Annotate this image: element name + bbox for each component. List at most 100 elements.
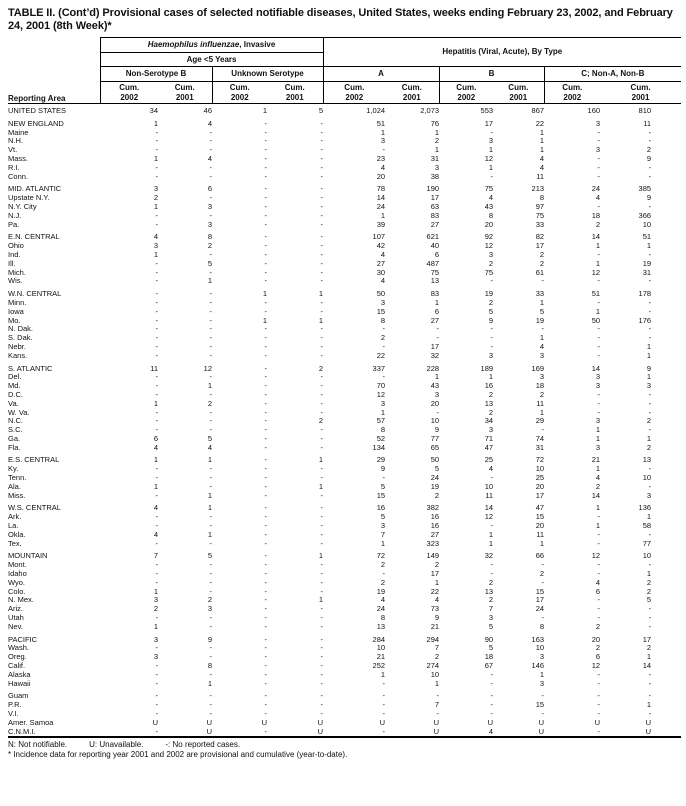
value-cell: 4 (380, 277, 386, 286)
value-cell: - (648, 298, 652, 307)
value-cell: - (490, 679, 494, 688)
value-cell: 10 (535, 644, 545, 653)
value-cell: 2 (380, 578, 386, 587)
value-cell: - (320, 570, 324, 579)
reporting-area-cell: W.S. CENTRAL (8, 504, 61, 513)
value-cell: 76 (430, 119, 440, 128)
value-cell: - (264, 552, 268, 561)
value-cell: - (490, 670, 494, 679)
value-cell: 2 (539, 250, 545, 259)
value-cell: - (320, 390, 324, 399)
value-cell: 75 (430, 268, 440, 277)
value-cell: - (648, 614, 652, 623)
value-cell: - (320, 539, 324, 548)
haemophilus-rest-label: , Invasive (239, 40, 276, 50)
value-cell: 1 (539, 670, 545, 679)
value-cell: - (648, 137, 652, 146)
value-cell: - (264, 325, 268, 334)
value-cell: - (320, 465, 324, 474)
value-cell: 4 (380, 163, 386, 172)
table-row: Miss. - 1 - - 15 2 11 17 14 3 (8, 492, 681, 501)
value-cell: - (264, 530, 268, 539)
value-cell: 9 (646, 194, 652, 203)
value-cell: 1 (488, 539, 494, 548)
value-cell: - (320, 154, 324, 163)
value-cell: - (320, 382, 324, 391)
value-cell: 20 (430, 399, 440, 408)
reporting-area-cell: S. ATLANTIC (8, 364, 53, 373)
reporting-area-cell: S. Dak. (8, 334, 33, 343)
value-cell: 12 (484, 154, 494, 163)
table-row: N. Mex. 3 2 - 1 4 4 2 17 - 5 (8, 596, 681, 605)
value-cell: 1 (488, 146, 494, 155)
value-cell: 4 (488, 727, 494, 736)
value-cell: - (648, 334, 652, 343)
value-cell: - (209, 482, 213, 491)
value-cell: 10 (484, 482, 494, 491)
value-cell: - (320, 434, 324, 443)
value-cell: - (209, 137, 213, 146)
value-cell: 3 (539, 679, 545, 688)
value-cell: - (264, 504, 268, 513)
col-group-hepatitis-a: A (323, 66, 440, 82)
value-cell: - (264, 443, 268, 452)
value-cell: - (597, 202, 601, 211)
value-cell: 2 (646, 587, 652, 596)
value-cell: 19 (376, 587, 386, 596)
table-row: Mont. - - - - 2 2 - - - - (8, 561, 681, 570)
value-cell: 19 (642, 259, 652, 268)
table-row: Mich. - - - - 30 75 75 61 12 31 (8, 269, 681, 278)
cum-2001-header: Cum. 2001 (493, 81, 545, 104)
value-cell: - (264, 277, 268, 286)
value-cell: - (264, 570, 268, 579)
value-cell: 4 (153, 530, 158, 539)
page-title: TABLE II. (Cont’d) Provisional cases of … (8, 7, 673, 32)
value-cell: - (264, 456, 268, 465)
value-cell: - (320, 622, 324, 631)
value-cell: 14 (591, 233, 601, 242)
hepatitis-header: Hepatitis (Viral, Acute), By Type (323, 37, 682, 67)
value-cell: - (209, 307, 213, 316)
table-body: UNITED STATES 34 46 1 5 1,024 2,073 553 867 160 81… (8, 104, 681, 738)
table-row: Mass. 1 4 - - 23 31 12 4 - 9 (8, 155, 681, 164)
value-cell: - (209, 373, 213, 382)
value-cell: 4 (595, 578, 601, 587)
value-cell: 17 (430, 570, 440, 579)
value-cell: 2 (153, 605, 158, 614)
value-cell: 1 (153, 456, 158, 465)
value-cell: 8 (539, 194, 545, 203)
value-cell: 75 (535, 211, 545, 220)
value-cell: - (490, 710, 494, 718)
value-cell: - (382, 727, 386, 736)
value-cell: 2 (434, 561, 440, 570)
table-row: N. Dak. - - - - - - - - - - (8, 325, 681, 334)
value-cell: - (320, 211, 324, 220)
value-cell: - (597, 701, 601, 710)
table-row: Md. - 1 - - 70 43 16 18 3 3 (8, 382, 681, 391)
value-cell: 5 (488, 644, 494, 653)
value-cell: 12 (203, 364, 212, 373)
value-cell: 1 (646, 434, 652, 443)
value-cell: U (433, 718, 440, 727)
value-cell: - (597, 128, 601, 137)
reporting-area-cell: Nebr. (8, 342, 26, 351)
value-cell: - (648, 622, 652, 631)
value-cell: - (648, 561, 652, 570)
notifiable-diseases-table: Reporting Area Haemophilus influenzae, I… (8, 37, 682, 739)
value-cell: 12 (591, 662, 601, 671)
value-cell: 1 (539, 128, 545, 137)
value-cell: U (538, 718, 545, 727)
value-cell: - (490, 474, 494, 483)
value-cell: - (155, 670, 159, 679)
value-cell: 3 (646, 382, 652, 391)
value-cell: 9 (434, 614, 440, 623)
value-cell: 8 (207, 662, 212, 671)
value-cell: 1 (153, 482, 158, 491)
value-cell: - (155, 351, 159, 360)
value-cell: 12 (591, 552, 601, 561)
value-cell: - (320, 692, 324, 701)
value-cell: 3 (153, 185, 158, 194)
value-cell: 72 (376, 552, 386, 561)
table-row: Kans. - - - - 22 32 3 3 - 1 (8, 352, 681, 361)
table-row: V.I. - - - - - - - - - - (8, 710, 681, 719)
